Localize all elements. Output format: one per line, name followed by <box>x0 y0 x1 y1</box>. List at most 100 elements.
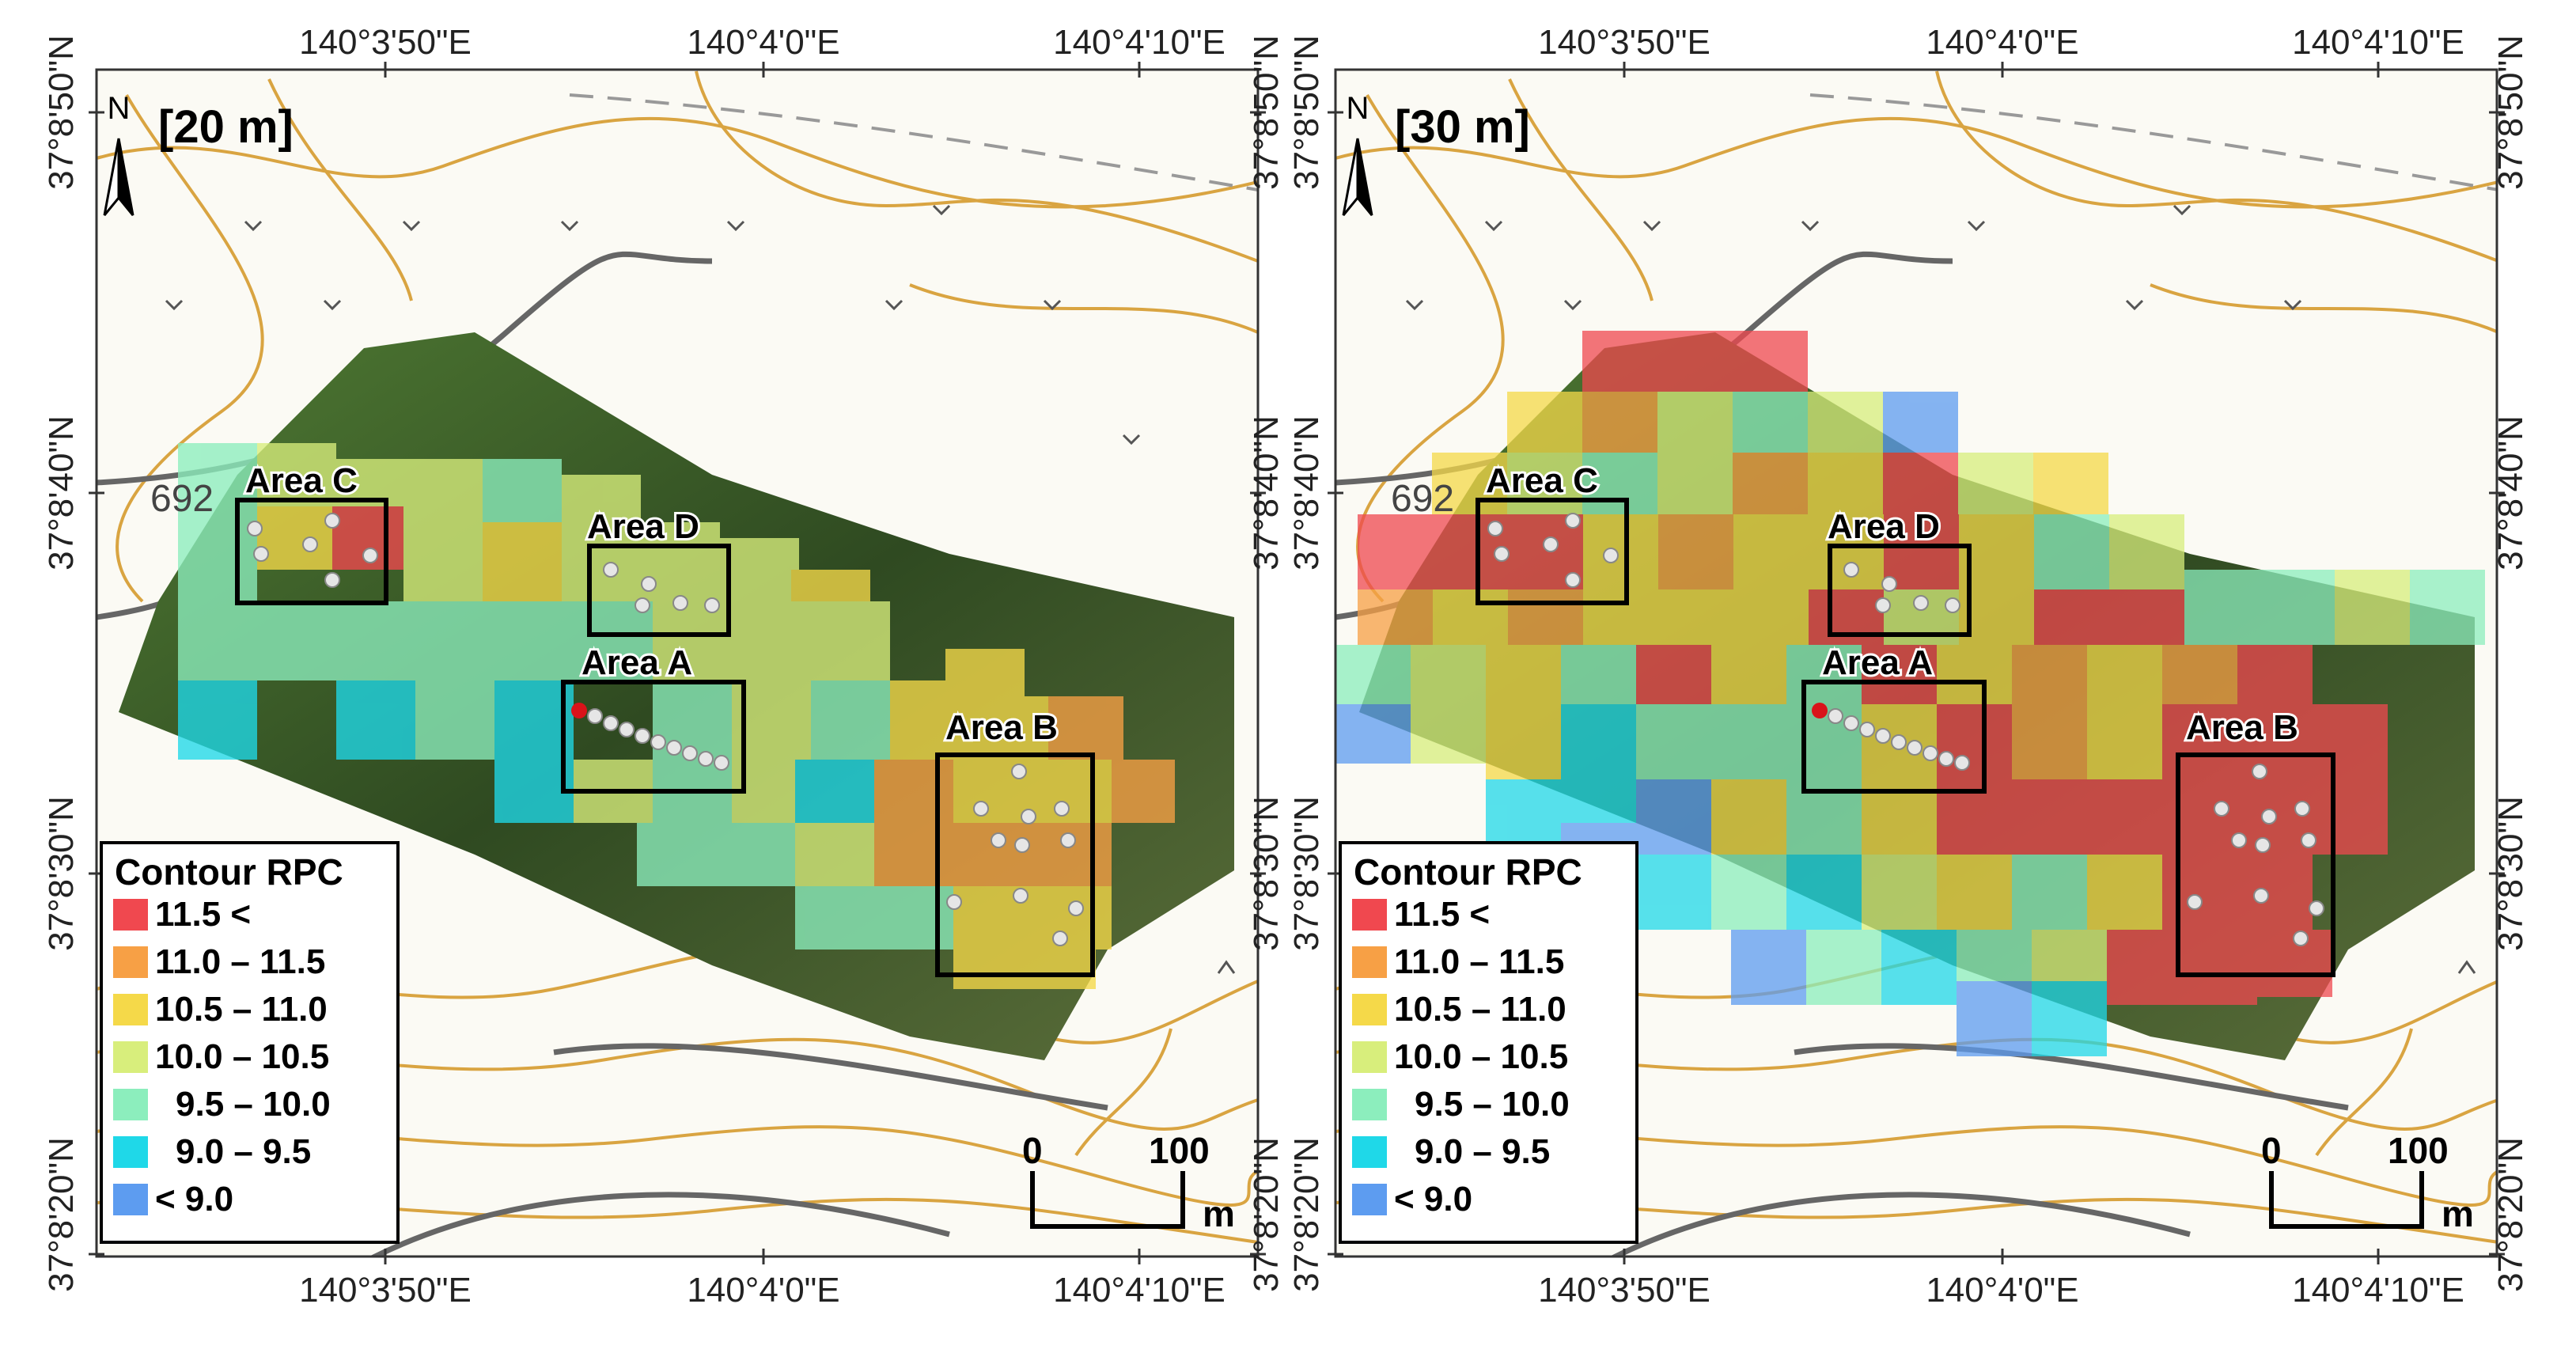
legend-label: 10.5 – 11.0 <box>155 990 328 1029</box>
map-panel-30m: 692 140°3'50"E 140°4'0"E 140°4'10"E 140°… <box>1288 0 2576 1357</box>
top-tick-label: 140°3'50"E <box>299 23 472 62</box>
start-point <box>571 703 587 718</box>
right-tick-label: 37°8'50"N <box>1247 35 1286 190</box>
legend-swatch <box>1352 1041 1387 1073</box>
area-boxes <box>235 498 1095 977</box>
north-label: N <box>1347 91 1369 126</box>
bottom-tick-label: 140°4'10"E <box>2292 1271 2464 1310</box>
bottom-tick-label: 140°3'50"E <box>1538 1271 1710 1310</box>
top-tick-label: 140°4'0"E <box>687 23 839 62</box>
left-tick-label: 37°8'30"N <box>42 796 81 951</box>
area-b-box <box>2176 752 2335 977</box>
scale-bar: 0 100 m <box>1022 1130 1235 1234</box>
area-c-box <box>1476 498 1629 605</box>
boundary-dashed <box>569 93 1258 191</box>
legend-swatch <box>113 1041 148 1073</box>
top-tick-label: 140°3'50"E <box>1538 23 1710 62</box>
map-panel-20m: 692 140°3'50"E 140°4'0"E 140°4'10"E 140°… <box>42 23 1286 1310</box>
right-tick-label: 37°8'30"N <box>1247 796 1286 951</box>
legend-swatch <box>113 1136 148 1168</box>
area-boxes <box>1476 498 2335 977</box>
legend-swatch <box>1352 1089 1387 1120</box>
legend-label: 11.0 – 11.5 <box>1394 942 1564 981</box>
right-tick-label: 37°8'40"N <box>1247 415 1286 570</box>
scale-end: 100 <box>2388 1130 2449 1171</box>
north-label: N <box>108 91 131 126</box>
map-title: [20 m] <box>158 101 294 153</box>
tick-marks <box>1328 62 2505 1264</box>
legend-label: 9.0 – 9.5 <box>176 1132 311 1171</box>
rpc-grid <box>178 443 1175 989</box>
area-label: Area B <box>945 708 1058 747</box>
tick-marks <box>89 62 1266 1264</box>
left-tick-label: 37°8'40"N <box>1288 415 1326 570</box>
left-tick-label: 37°8'50"N <box>42 35 81 190</box>
sample-points <box>247 513 1084 946</box>
area-label: Area A <box>581 643 692 682</box>
legend: Contour RPC 11.5 < 11.0 – 11.5 10.5 – 11… <box>100 841 400 1244</box>
legend-label: 9.5 – 10.0 <box>176 1085 331 1124</box>
legend-swatch <box>113 994 148 1025</box>
map-border <box>1334 68 2498 1258</box>
legend-label: 11.0 – 11.5 <box>155 942 325 981</box>
bottom-tick-label: 140°4'0"E <box>1926 1271 2078 1310</box>
right-tick-label: 37°8'50"N <box>2491 35 2530 190</box>
contour-elevation-label: 692 <box>1391 478 1454 520</box>
bottom-tick-label: 140°4'0"E <box>687 1271 839 1310</box>
boundary-dashed <box>1809 93 2497 191</box>
legend-label: < 9.0 <box>1394 1180 1472 1219</box>
start-point <box>1812 703 1828 718</box>
legend-swatch <box>1352 994 1387 1025</box>
legend-label: 11.5 < <box>1394 895 1490 934</box>
left-tick-label: 37°8'50"N <box>1288 35 1326 190</box>
bottom-tick-label: 140°3'50"E <box>299 1271 472 1310</box>
left-tick-label: 37°8'20"N <box>42 1137 81 1292</box>
legend: Contour RPC 11.5 < 11.0 – 11.5 10.5 – 11… <box>1339 841 1638 1244</box>
map-symbols <box>165 204 1236 974</box>
area-d-box <box>587 544 731 637</box>
legend-swatch <box>113 1184 148 1215</box>
legend-swatch <box>113 899 148 931</box>
map-border <box>95 68 1260 1258</box>
sample-points <box>1487 513 2324 946</box>
map-svg: 692 140°3'50"E 140°4'0"E 140°4'10"E 140°… <box>1288 23 2530 1310</box>
scale-bar: 0 100 m <box>2261 1130 2474 1234</box>
legend-swatch <box>1352 946 1387 978</box>
scale-end: 100 <box>1149 1130 1210 1171</box>
top-tick-label: 140°4'10"E <box>2292 23 2464 62</box>
legend-swatch <box>1352 1184 1387 1215</box>
scale-start: 0 <box>1022 1130 1043 1171</box>
map-title: [30 m] <box>1395 101 1530 153</box>
top-tick-label: 140°4'0"E <box>1926 23 2078 62</box>
legend-label: 10.5 – 11.0 <box>1394 990 1566 1029</box>
area-a-box <box>561 680 746 794</box>
bottom-tick-label: 140°4'10"E <box>1053 1271 1225 1310</box>
legend-label: < 9.0 <box>155 1180 233 1219</box>
area-c-box <box>235 498 388 605</box>
area-a-box <box>1801 680 1987 794</box>
area-label: Area A <box>1822 643 1933 682</box>
area-d-box <box>1828 544 1972 637</box>
legend-label: 10.0 – 10.5 <box>155 1037 329 1076</box>
scale-unit: m <box>1203 1193 1235 1234</box>
legend-swatch <box>113 1089 148 1120</box>
legend-label: 11.5 < <box>155 895 251 934</box>
scale-unit: m <box>2442 1193 2474 1234</box>
legend-label: 9.5 – 10.0 <box>1415 1085 1570 1124</box>
north-arrow-icon <box>103 138 134 216</box>
legend-swatch <box>1352 1136 1387 1168</box>
legend-swatch <box>113 946 148 978</box>
right-tick-label: 37°8'20"N <box>2491 1137 2530 1292</box>
north-arrow-icon <box>1342 138 1373 216</box>
right-tick-label: 37°8'30"N <box>2491 796 2530 951</box>
legend-title: Contour RPC <box>1354 851 1582 893</box>
legend-swatch <box>1352 899 1387 931</box>
map-svg: 692 140°3'50"E 140°4'0"E 140°4'10"E 140°… <box>42 23 1286 1310</box>
scale-start: 0 <box>2261 1130 2282 1171</box>
legend-label: 10.0 – 10.5 <box>1394 1037 1568 1076</box>
area-label: Area B <box>2186 708 2298 747</box>
left-tick-label: 37°8'30"N <box>1288 796 1326 951</box>
right-tick-label: 37°8'20"N <box>1247 1137 1286 1292</box>
top-tick-label: 140°4'10"E <box>1053 23 1225 62</box>
area-label: Area C <box>1486 461 1598 500</box>
